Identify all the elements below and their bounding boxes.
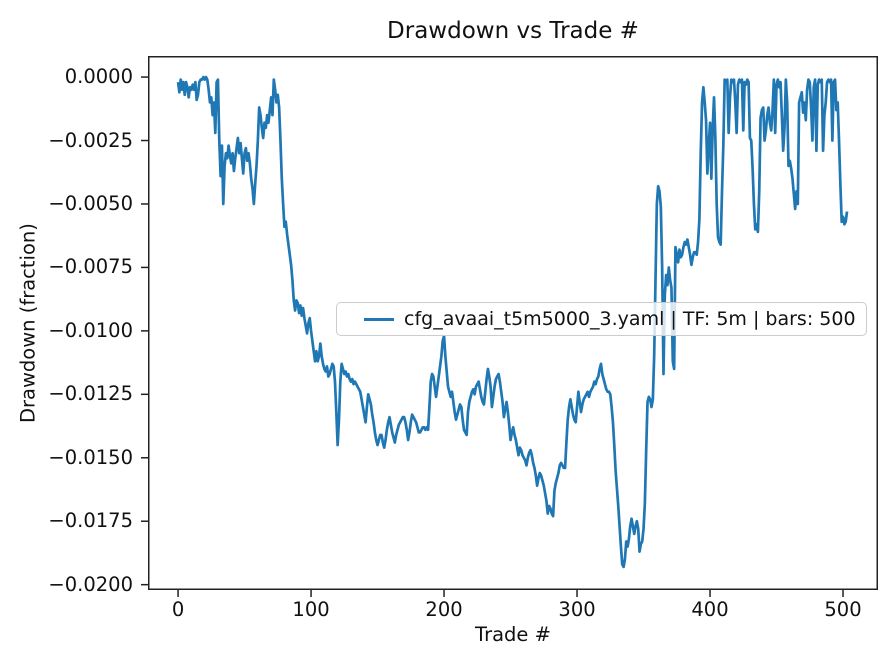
axes-spines [148, 56, 878, 590]
y-tick-label: −0.0025 [48, 128, 133, 152]
legend: cfg_avaai_t5m5000_3.yaml | TF: 5m | bars… [336, 302, 867, 336]
y-tick-label: −0.0175 [48, 509, 133, 533]
y-tick-label: 0.0000 [64, 65, 133, 89]
drawdown-series-line [176, 75, 849, 569]
y-tick-label: −0.0075 [48, 255, 133, 279]
y-axis-label: Drawdown (fraction) [16, 223, 40, 423]
y-tick-label: −0.0200 [48, 572, 133, 596]
drawdown-line-chart [141, 56, 878, 597]
y-tick-label: −0.0125 [48, 382, 133, 406]
tick-marks [141, 76, 844, 597]
x-tick-label: 200 [425, 598, 463, 621]
x-tick-label: 100 [292, 598, 330, 621]
x-tick-label: 0 [171, 598, 185, 621]
plot-area: cfg_avaai_t5m5000_3.yaml | TF: 5m | bars… [141, 56, 878, 597]
x-axis-label: Trade # [475, 623, 551, 646]
x-tick-label: 500 [824, 598, 862, 621]
x-tick-label: 400 [691, 598, 729, 621]
legend-label: cfg_avaai_t5m5000_3.yaml | TF: 5m | bars… [404, 308, 856, 330]
x-tick-label: 300 [558, 598, 596, 621]
y-tick-label: −0.0100 [48, 318, 133, 342]
y-tick-label: −0.0150 [48, 445, 133, 469]
legend-line-sample-icon [364, 317, 394, 321]
y-tick-label: −0.0050 [48, 191, 133, 215]
chart-title: Drawdown vs Trade # [387, 18, 639, 44]
